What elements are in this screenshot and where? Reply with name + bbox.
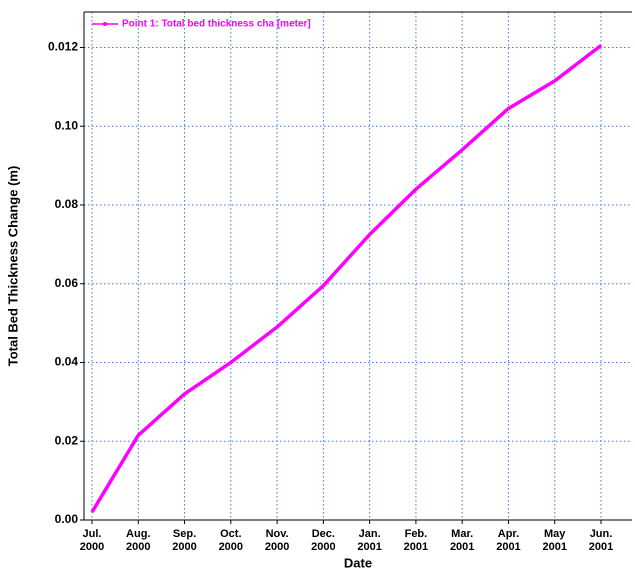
x-tick-year: 2001 bbox=[357, 541, 381, 553]
data-line bbox=[90, 44, 603, 514]
x-tick-year: 2001 bbox=[496, 541, 520, 553]
x-tick-year: 2001 bbox=[589, 541, 613, 553]
y-tick-label: 0.06 bbox=[55, 276, 79, 290]
x-tick-label: Oct. 2000 bbox=[219, 528, 243, 553]
x-tick-label: Apr. 2001 bbox=[496, 528, 520, 553]
y-tick-label: 0.04 bbox=[55, 355, 79, 369]
x-tick-label: Nov. 2000 bbox=[265, 528, 289, 553]
x-tick-month: Mar. bbox=[451, 528, 473, 540]
legend-label: Point 1: Total bed thickness cha [meter] bbox=[122, 19, 311, 30]
y-axis-label: Total Bed Thickness Change (m) bbox=[5, 166, 20, 367]
x-tick-year: 2000 bbox=[311, 541, 335, 553]
x-tick-month: Nov. bbox=[266, 528, 289, 540]
x-tick-month: Jul. bbox=[83, 528, 102, 540]
x-tick-label: Sep. 2000 bbox=[172, 528, 196, 553]
x-tick-month: Apr. bbox=[498, 528, 519, 540]
x-tick-month: May bbox=[544, 528, 566, 540]
y-tick-label: 0.08 bbox=[55, 197, 79, 211]
x-tick-label: Jul. 2000 bbox=[80, 528, 104, 553]
x-tick-month: Jan. bbox=[359, 528, 381, 540]
x-tick-label: May 2001 bbox=[542, 528, 566, 553]
x-tick-year: 2000 bbox=[126, 541, 150, 553]
x-tick-label: Dec. 2000 bbox=[311, 528, 335, 553]
x-tick-label: Aug. 2000 bbox=[126, 528, 150, 553]
x-tick-month: Dec. bbox=[312, 528, 335, 540]
x-tick-label: Jan. 2001 bbox=[357, 528, 381, 553]
x-tick-year: 2001 bbox=[404, 541, 428, 553]
x-tick-month: Sep. bbox=[173, 528, 196, 540]
x-tick-year: 2000 bbox=[172, 541, 196, 553]
legend-marker bbox=[103, 22, 107, 26]
x-tick-year: 2001 bbox=[450, 541, 474, 553]
x-tick-label: Feb. 2001 bbox=[404, 528, 428, 553]
y-tick-label: 0.012 bbox=[48, 40, 78, 54]
x-tick-year: 2000 bbox=[265, 541, 289, 553]
x-tick-year: 2000 bbox=[80, 541, 104, 553]
x-tick-year: 2001 bbox=[542, 541, 566, 553]
y-tick-label: 0.00 bbox=[55, 512, 79, 526]
y-tick-label: 0.10 bbox=[55, 118, 79, 132]
x-tick-month: Jun. bbox=[590, 528, 613, 540]
x-tick-month: Oct. bbox=[220, 528, 241, 540]
y-tick-label: 0.02 bbox=[55, 433, 79, 447]
x-tick-year: 2000 bbox=[219, 541, 243, 553]
x-tick-label: Jun. 2001 bbox=[589, 528, 613, 553]
x-tick-month: Feb. bbox=[405, 528, 428, 540]
x-tick-month: Aug. bbox=[126, 528, 150, 540]
x-tick-label: Mar. 2001 bbox=[450, 528, 474, 553]
x-axis-label: Date bbox=[344, 555, 372, 570]
